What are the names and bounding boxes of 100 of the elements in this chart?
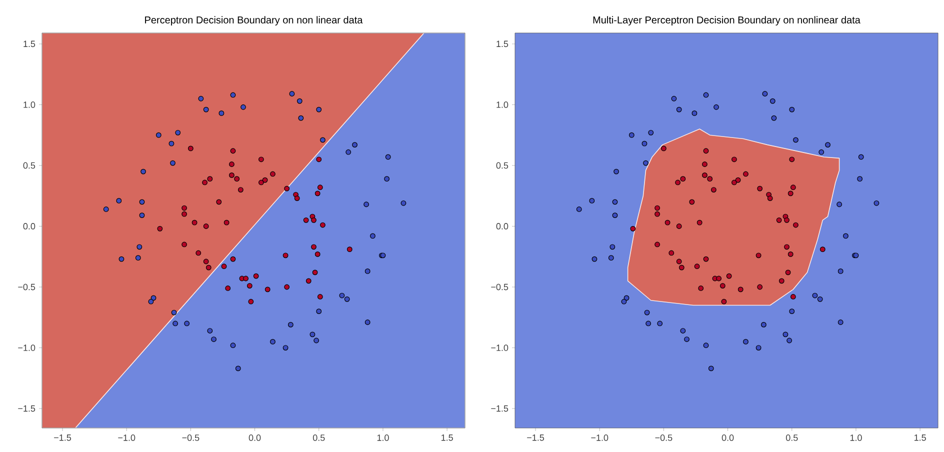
point: [743, 171, 748, 177]
point: [234, 176, 240, 182]
point: [135, 255, 141, 261]
point: [216, 199, 222, 205]
point: [364, 268, 370, 274]
y-tick-label: 0.5: [23, 162, 36, 169]
point: [576, 206, 582, 212]
point: [716, 276, 722, 282]
point: [284, 186, 290, 192]
point: [400, 200, 406, 206]
point: [788, 251, 794, 257]
point: [793, 137, 798, 143]
point: [156, 132, 162, 138]
point: [316, 308, 322, 314]
point: [698, 286, 704, 291]
point: [825, 142, 830, 148]
point: [284, 284, 290, 290]
point: [184, 320, 190, 326]
point: [708, 366, 714, 372]
point: [610, 244, 616, 250]
x-tick-label: 0.5: [786, 434, 798, 441]
point: [654, 205, 660, 211]
point: [838, 320, 844, 325]
point: [661, 146, 666, 152]
point: [270, 339, 276, 344]
point: [785, 270, 791, 276]
point: [812, 292, 818, 298]
point: [171, 310, 177, 316]
x-tick-label: −1.5: [54, 434, 72, 441]
point: [262, 177, 268, 183]
point: [838, 268, 844, 274]
point: [240, 104, 246, 110]
point: [782, 332, 788, 338]
point: [364, 202, 370, 208]
point: [858, 154, 864, 160]
point: [710, 187, 716, 192]
point: [258, 180, 264, 186]
point: [694, 264, 700, 270]
point: [703, 148, 709, 154]
point: [654, 242, 660, 248]
point: [790, 294, 796, 300]
point: [224, 220, 230, 226]
y-tick-label: −0.5: [18, 284, 36, 290]
point: [757, 186, 763, 192]
point: [628, 132, 634, 138]
point: [714, 104, 719, 110]
point: [612, 212, 618, 218]
point: [157, 226, 163, 232]
point: [696, 220, 702, 226]
point: [726, 273, 732, 279]
point: [788, 190, 794, 196]
x-tick-label: −0.5: [655, 434, 672, 441]
point: [203, 224, 209, 229]
point: [793, 222, 798, 228]
y-tick-label: 1.0: [496, 102, 508, 108]
x-tick-label: 1.5: [914, 434, 926, 441]
point: [182, 205, 187, 211]
point: [657, 320, 663, 326]
point: [676, 258, 682, 264]
point: [703, 92, 709, 98]
point: [182, 242, 187, 248]
point: [258, 156, 264, 162]
point: [678, 264, 684, 270]
point: [248, 298, 254, 304]
point: [218, 110, 224, 116]
point: [621, 298, 627, 304]
point: [820, 246, 826, 252]
point: [230, 148, 236, 154]
x-tick-label: −1.0: [591, 434, 608, 441]
point: [230, 92, 236, 98]
point: [385, 154, 391, 160]
point: [118, 256, 124, 262]
point: [139, 199, 145, 205]
point: [116, 198, 122, 204]
chart-title: Perceptron Decision Boundary on non linear data: [145, 16, 363, 26]
point: [735, 177, 741, 183]
point: [767, 196, 773, 201]
point: [339, 292, 345, 298]
point: [738, 286, 744, 292]
point: [288, 322, 294, 328]
point: [648, 130, 654, 136]
point: [230, 342, 236, 348]
point: [644, 310, 650, 316]
point: [317, 184, 323, 190]
point: [320, 137, 326, 143]
point: [771, 115, 777, 121]
point: [203, 106, 209, 112]
point: [298, 115, 304, 121]
point: [630, 226, 636, 232]
point: [139, 212, 145, 218]
point: [352, 142, 358, 148]
point: [317, 294, 323, 300]
point: [243, 276, 249, 282]
point: [221, 264, 227, 270]
y-tick-label: 0.0: [496, 223, 508, 230]
point: [192, 220, 198, 226]
point: [296, 98, 302, 104]
point: [289, 91, 295, 96]
point: [229, 172, 234, 178]
point: [310, 332, 316, 338]
